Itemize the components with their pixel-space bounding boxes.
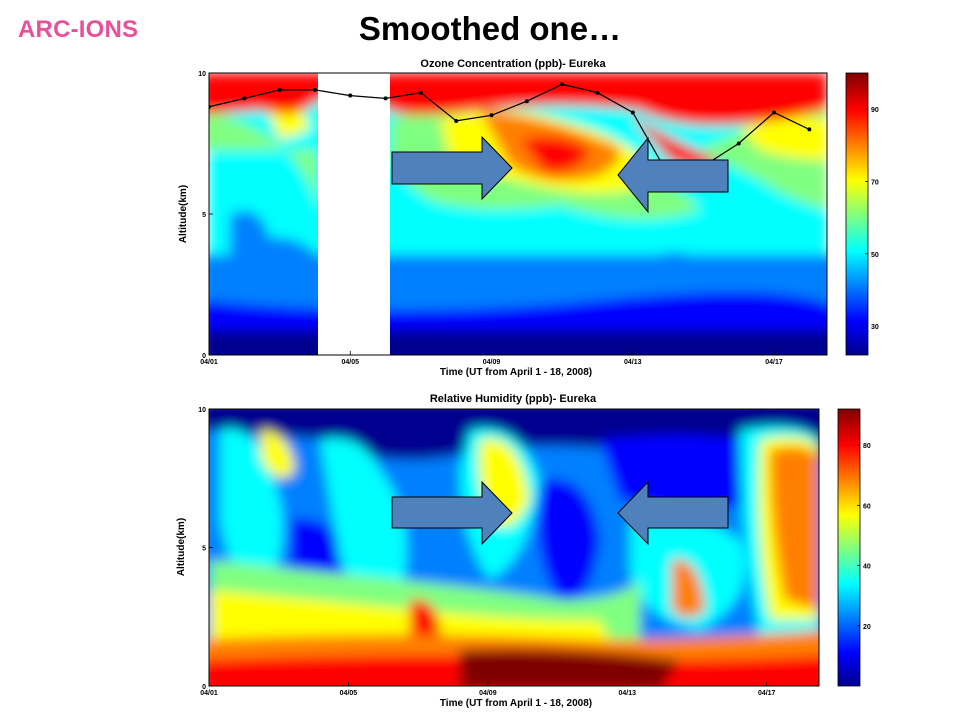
- ozone-left-arrow: [617, 136, 729, 214]
- ozone-x-tick-label: 04/05: [341, 359, 359, 366]
- humidity-y-tick-label: 0: [202, 684, 206, 691]
- ozone-x-ticks: 04/01 04/05 04/09 04/13 04/17: [200, 351, 783, 366]
- humidity-y-tick-label: 10: [198, 407, 206, 414]
- tropopause-point: [630, 110, 635, 115]
- ozone-colorbar: [845, 72, 869, 356]
- ozone-plot-title: Ozone Concentration (ppb)- Eureka: [420, 58, 606, 70]
- humidity-x-axis-label: Time (UT from April 1 - 18, 2008): [440, 698, 592, 709]
- humidity-x-tick-label: 04/09: [479, 690, 497, 697]
- humidity-colorbar-tick-label: 20: [863, 624, 871, 631]
- tropopause-point: [242, 96, 247, 101]
- humidity-colorbar-ticks: 20 40 60 80: [857, 443, 871, 631]
- ozone-x-tick-label: 04/13: [624, 359, 642, 366]
- tropopause-point: [560, 82, 565, 87]
- tropopause-point: [489, 113, 494, 118]
- tropopause-point: [807, 127, 812, 132]
- tropopause-point: [524, 99, 529, 104]
- tropopause-point: [454, 118, 459, 123]
- ozone-heatmap: [209, 73, 827, 355]
- tropopause-point: [277, 87, 282, 92]
- slide-title: Smoothed one…: [358, 10, 622, 47]
- ozone-y-tick-label: 0: [202, 353, 206, 360]
- humidity-right-arrow: [391, 480, 513, 546]
- humidity-colorbar-tick-label: 80: [863, 443, 871, 450]
- humidity-colorbar: [837, 408, 861, 687]
- humidity-left-arrow: [617, 480, 729, 546]
- ozone-x-tick-label: 04/01: [200, 359, 218, 366]
- ozone-colorbar-tick-label: 50: [871, 252, 879, 259]
- brand-label: ARC-IONS: [18, 16, 139, 43]
- humidity-y-tick-label: 5: [202, 546, 206, 553]
- tropopause-point: [772, 110, 777, 115]
- humidity-x-tick-label: 04/13: [619, 690, 637, 697]
- humidity-x-tick-label: 04/01: [200, 690, 218, 697]
- humidity-x-tick-label: 04/17: [758, 690, 776, 697]
- humidity-y-ticks: 0 5 10: [198, 407, 213, 691]
- tropopause-point: [418, 90, 423, 95]
- ozone-x-axis-label: Time (UT from April 1 - 18, 2008): [440, 367, 592, 378]
- ozone-y-axis-label: Altitude(km): [178, 185, 189, 243]
- tropopause-point: [383, 96, 388, 101]
- ozone-x-tick-label: 04/09: [483, 359, 501, 366]
- ozone-x-tick-label: 04/17: [765, 359, 783, 366]
- ozone-colorbar-ticks: 30 50 70 90: [865, 107, 879, 331]
- humidity-heatmap: [209, 409, 819, 686]
- ozone-y-tick-label: 5: [202, 212, 206, 219]
- tropopause-point: [348, 93, 353, 98]
- humidity-colorbar-tick-label: 40: [863, 564, 871, 571]
- humidity-x-tick-label: 04/05: [340, 690, 358, 697]
- ozone-colorbar-tick-label: 90: [871, 107, 879, 114]
- humidity-plot-title: Relative Humidity (ppb)- Eureka: [430, 393, 597, 405]
- humidity-colorbar-tick-label: 60: [863, 503, 871, 510]
- humidity-x-ticks: 04/01 04/05 04/09 04/13 04/17: [200, 682, 776, 697]
- ozone-panel: Ozone Concentration (ppb)- Eureka: [178, 58, 879, 378]
- humidity-y-axis-label: Altitude(km): [176, 518, 187, 576]
- humidity-panel: Relative Humidity (ppb)- Eureka: [176, 393, 871, 709]
- ozone-y-ticks: 0 5 10: [198, 71, 213, 360]
- tropopause-point: [736, 141, 741, 146]
- tropopause-point: [312, 87, 317, 92]
- ozone-colorbar-tick-label: 70: [871, 179, 879, 186]
- ozone-y-tick-label: 10: [198, 71, 206, 78]
- ozone-right-arrow: [391, 135, 513, 201]
- tropopause-point: [595, 90, 600, 95]
- ozone-colorbar-tick-label: 30: [871, 324, 879, 331]
